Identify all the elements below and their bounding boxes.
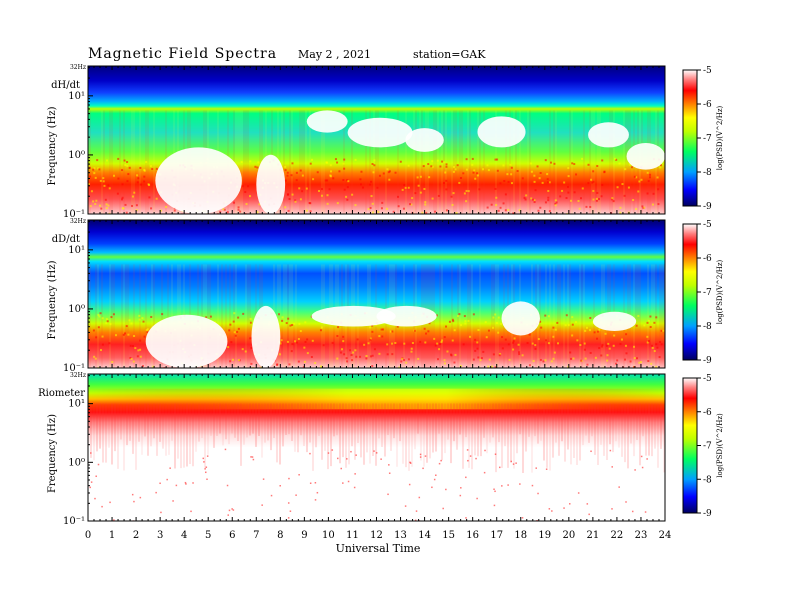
x-tick-labels: 0 1 2 3 4 5 6 7 8 9 10 11 12 13 14 15 16 17 18 19 20 21 22 23 24	[85, 530, 672, 541]
x-tick-label: 9	[301, 530, 307, 541]
colorbar-tick-label: -9	[703, 356, 712, 366]
x-tick-label: 20	[562, 530, 575, 541]
y-top-label: 32Hz	[70, 372, 86, 379]
x-tick-label: 6	[229, 530, 235, 541]
x-tick-label: 21	[587, 530, 600, 541]
colorbar-tick-label: -8	[703, 168, 712, 178]
colorbar-tick-label: -8	[703, 475, 712, 485]
x-tick-label: 24	[659, 530, 672, 541]
y-top-label: 32Hz	[70, 64, 86, 71]
x-tick-label: 14	[418, 530, 431, 541]
y-axis-label: Frequency (Hz)	[47, 414, 58, 493]
x-tick-label: 8	[277, 530, 283, 541]
x-tick-label: 19	[538, 530, 551, 541]
x-tick-label: 23	[635, 530, 648, 541]
x-tick-label: 5	[205, 530, 211, 541]
x-tick-label: 0	[85, 530, 91, 541]
y-tick-label: 10⁰	[68, 304, 85, 315]
colorbar: -5 -6 -7 -8 -9 log(PSD)(V^2/Hz)	[682, 374, 724, 519]
colorbar-tick-label: -6	[703, 254, 712, 264]
y-tick-label: 10¹	[68, 91, 85, 102]
colorbar-tick-label: -5	[703, 220, 712, 230]
colorbar-tick-label: -6	[703, 408, 712, 418]
date-label: May 2 , 2021	[298, 48, 372, 61]
y-tick-label: 10¹	[68, 245, 85, 256]
colorbar-tick-label: -9	[703, 509, 712, 519]
station-label: station=GAK	[413, 48, 486, 61]
colorbar: -5 -6 -7 -8 -9 log(PSD)(V^2/Hz)	[682, 66, 724, 212]
y-tick-label: 10⁻¹	[63, 516, 85, 527]
y-tick-label: 10⁻¹	[63, 209, 85, 220]
x-tick-label: 11	[346, 530, 359, 541]
x-tick-label: 15	[442, 530, 455, 541]
panel-label: Riometer	[38, 388, 85, 399]
colorbar-tick-label: -6	[703, 100, 712, 110]
page-title: Magnetic Field Spectra	[88, 46, 278, 62]
x-tick-label: 3	[157, 530, 163, 541]
x-axis-label: Universal Time	[336, 542, 421, 555]
colorbar-label: log(PSD)(V^2/Hz)	[716, 413, 724, 478]
x-tick-label: 12	[370, 530, 383, 541]
spectrogram-panel-3: 10¹ 10⁰ 10⁻¹ 32Hz Riometer Frequency (Hz) -5 -6…	[38, 372, 724, 527]
x-tick-label: 22	[611, 530, 624, 541]
y-top-label: 32Hz	[70, 218, 86, 225]
x-tick-label: 13	[394, 530, 407, 541]
x-tick-label: 2	[133, 530, 139, 541]
y-tick-label: 10⁻¹	[63, 363, 85, 374]
x-tick-label: 1	[109, 530, 115, 541]
colorbar: -5 -6 -7 -8 -9 log(PSD)(V^2/Hz)	[682, 220, 724, 366]
y-axis-label: Frequency (Hz)	[47, 106, 58, 185]
x-tick-label: 4	[181, 530, 187, 541]
spectrogram-image	[88, 220, 665, 368]
x-axis: 0 1 2 3 4 5 6 7 8 9 10 11 12 13 14 15 16 17 18 19 20 21 22 23 24…	[85, 530, 672, 555]
colorbar-tick-label: -7	[703, 288, 712, 298]
spectrogram-image	[88, 66, 665, 214]
x-tick-label: 17	[490, 530, 503, 541]
y-tick-label: 10⁰	[68, 150, 85, 161]
y-tick-label: 10¹	[68, 399, 85, 410]
x-tick-label: 16	[466, 530, 479, 541]
colorbar-tick-label: -5	[703, 66, 712, 76]
colorbar-label: log(PSD)(V^2/Hz)	[716, 105, 724, 170]
colorbar-tick-label: -9	[703, 202, 712, 212]
panel-label: dD/dt	[52, 234, 80, 245]
x-tick-label: 10	[322, 530, 335, 541]
colorbar-tick-label: -7	[703, 134, 712, 144]
y-axis-label: Frequency (Hz)	[47, 260, 58, 339]
colorbar-tick-label: -7	[703, 442, 712, 452]
panel-label: dH/dt	[51, 80, 80, 91]
colorbar-label: log(PSD)(V^2/Hz)	[716, 259, 724, 324]
x-tick-label: 7	[253, 530, 259, 541]
colorbar-tick-label: -5	[703, 374, 712, 384]
colorbar-tick-label: -8	[703, 322, 712, 332]
x-tick-label: 18	[514, 530, 527, 541]
spectrogram-image	[88, 374, 665, 521]
y-tick-label: 10⁰	[68, 457, 85, 468]
